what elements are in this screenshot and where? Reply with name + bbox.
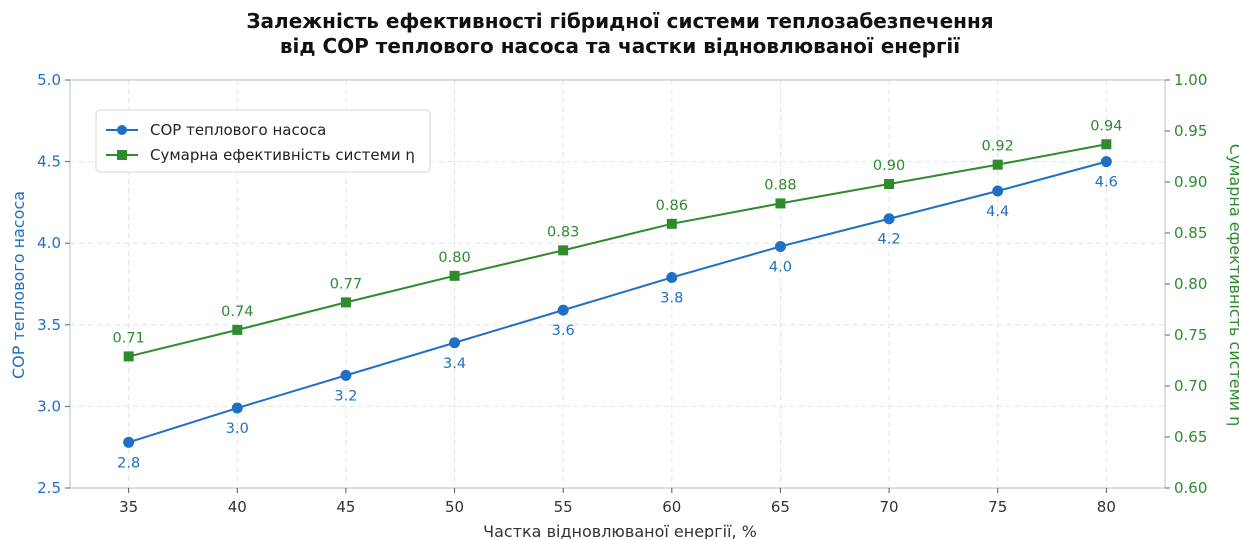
data-label-cop: 3.2 [334, 388, 357, 404]
x-tick-label: 65 [771, 498, 790, 516]
data-point-cop [774, 240, 786, 252]
data-label-efficiency: 0.80 [438, 250, 470, 266]
data-label-cop: 3.8 [660, 290, 683, 306]
legend-label-efficiency: Сумарна ефективність системи η [150, 146, 415, 164]
data-label-efficiency: 0.88 [764, 177, 796, 193]
data-point-cop [1100, 156, 1112, 168]
data-point-cop [449, 337, 461, 349]
x-tick-label: 70 [880, 498, 899, 516]
y-right-tick-label: 0.90 [1174, 173, 1207, 191]
y-left-tick-label: 4.5 [37, 153, 61, 171]
y-left-tick-label: 4.0 [37, 234, 61, 252]
data-label-efficiency: 0.77 [330, 276, 362, 292]
data-point-efficiency [992, 159, 1003, 170]
y-right-tick-label: 0.85 [1174, 224, 1207, 242]
data-point-efficiency [884, 179, 895, 190]
legend-item-cop: COP теплового насоса [106, 121, 326, 139]
series-line-cop [128, 160, 1107, 444]
data-point-cop [557, 304, 569, 316]
x-tick-label: 60 [662, 498, 681, 516]
data-point-cop [883, 213, 895, 225]
x-tick-label: 50 [445, 498, 464, 516]
x-axis-label: Частка відновлюваної енергії, % [483, 522, 757, 539]
legend-marker-cop [117, 125, 127, 135]
series-layer: 2.8 3.0 3.2 3.4 3.6 3.8 4.0 4.2 4.4 4.6 0.71 0.74 0.… [113, 118, 1123, 471]
x-tick-label: 75 [988, 498, 1007, 516]
y-right-tick-label: 1.00 [1174, 71, 1207, 89]
y-left-tick-label: 5.0 [37, 71, 61, 89]
data-label-efficiency: 0.94 [1090, 118, 1122, 134]
data-label-cop: 3.4 [443, 356, 466, 372]
data-point-efficiency [666, 218, 677, 229]
data-point-cop [992, 185, 1004, 197]
y-left-tick-label: 2.5 [37, 479, 61, 497]
data-point-cop [231, 402, 243, 414]
legend-label-cop: COP теплового насоса [150, 121, 326, 139]
data-label-efficiency: 0.83 [547, 224, 579, 240]
y-left-tick-label: 3.5 [37, 316, 61, 334]
data-point-efficiency [123, 351, 134, 362]
legend-marker-efficiency [117, 150, 127, 160]
series-line-efficiency [128, 143, 1107, 358]
x-tick-label: 80 [1097, 498, 1116, 516]
data-label-cop: 4.0 [769, 259, 792, 275]
y-right-tick-label: 0.65 [1174, 428, 1207, 446]
data-label-efficiency: 0.90 [873, 158, 905, 174]
axes: 35 40 45 50 55 60 65 70 75 80 2.5 3.0 3.5 4.0 4.5 5.0 0.… [37, 71, 1207, 516]
data-point-efficiency [232, 324, 243, 335]
data-label-efficiency: 0.92 [982, 139, 1014, 155]
data-label-efficiency: 0.86 [656, 198, 688, 214]
data-point-efficiency [449, 270, 460, 281]
y-right-tick-label: 0.60 [1174, 479, 1207, 497]
data-point-cop [340, 369, 352, 381]
data-label-cop: 4.4 [986, 204, 1009, 220]
data-label-cop: 2.8 [117, 455, 140, 471]
data-point-cop [666, 271, 678, 283]
y-left-tick-label: 3.0 [37, 397, 61, 415]
x-tick-label: 45 [336, 498, 355, 516]
data-point-efficiency [1101, 139, 1112, 150]
x-tick-label: 55 [554, 498, 573, 516]
x-tick-label: 40 [228, 498, 247, 516]
data-point-efficiency [340, 297, 351, 308]
y-right-tick-label: 0.95 [1174, 122, 1207, 140]
data-point-efficiency [558, 245, 569, 256]
legend: COP теплового насоса Сумарна ефективніст… [95, 109, 431, 173]
data-label-cop: 4.6 [1095, 175, 1118, 191]
data-label-efficiency: 0.74 [221, 304, 253, 320]
y-axis-left-label: COP теплового насоса [9, 191, 28, 379]
y-right-tick-label: 0.80 [1174, 275, 1207, 293]
y-axis-right-label: Сумарна ефективність системи η [1226, 144, 1239, 427]
data-label-cop: 4.2 [878, 232, 901, 248]
legend-box [95, 109, 431, 173]
data-label-efficiency: 0.71 [113, 330, 145, 346]
data-label-cop: 3.0 [226, 421, 249, 437]
data-label-cop: 3.6 [552, 323, 575, 339]
data-point-efficiency [775, 198, 786, 209]
x-tick-label: 35 [119, 498, 138, 516]
data-point-cop [123, 436, 135, 448]
chart-title-line-1: Залежність ефективності гібридної систем… [246, 9, 993, 33]
chart-title-line-2: від COP теплового насоса та частки відно… [280, 34, 960, 58]
legend-item-efficiency: Сумарна ефективність системи η [106, 146, 415, 164]
y-right-tick-label: 0.70 [1174, 377, 1207, 395]
y-right-tick-label: 0.75 [1174, 326, 1207, 344]
